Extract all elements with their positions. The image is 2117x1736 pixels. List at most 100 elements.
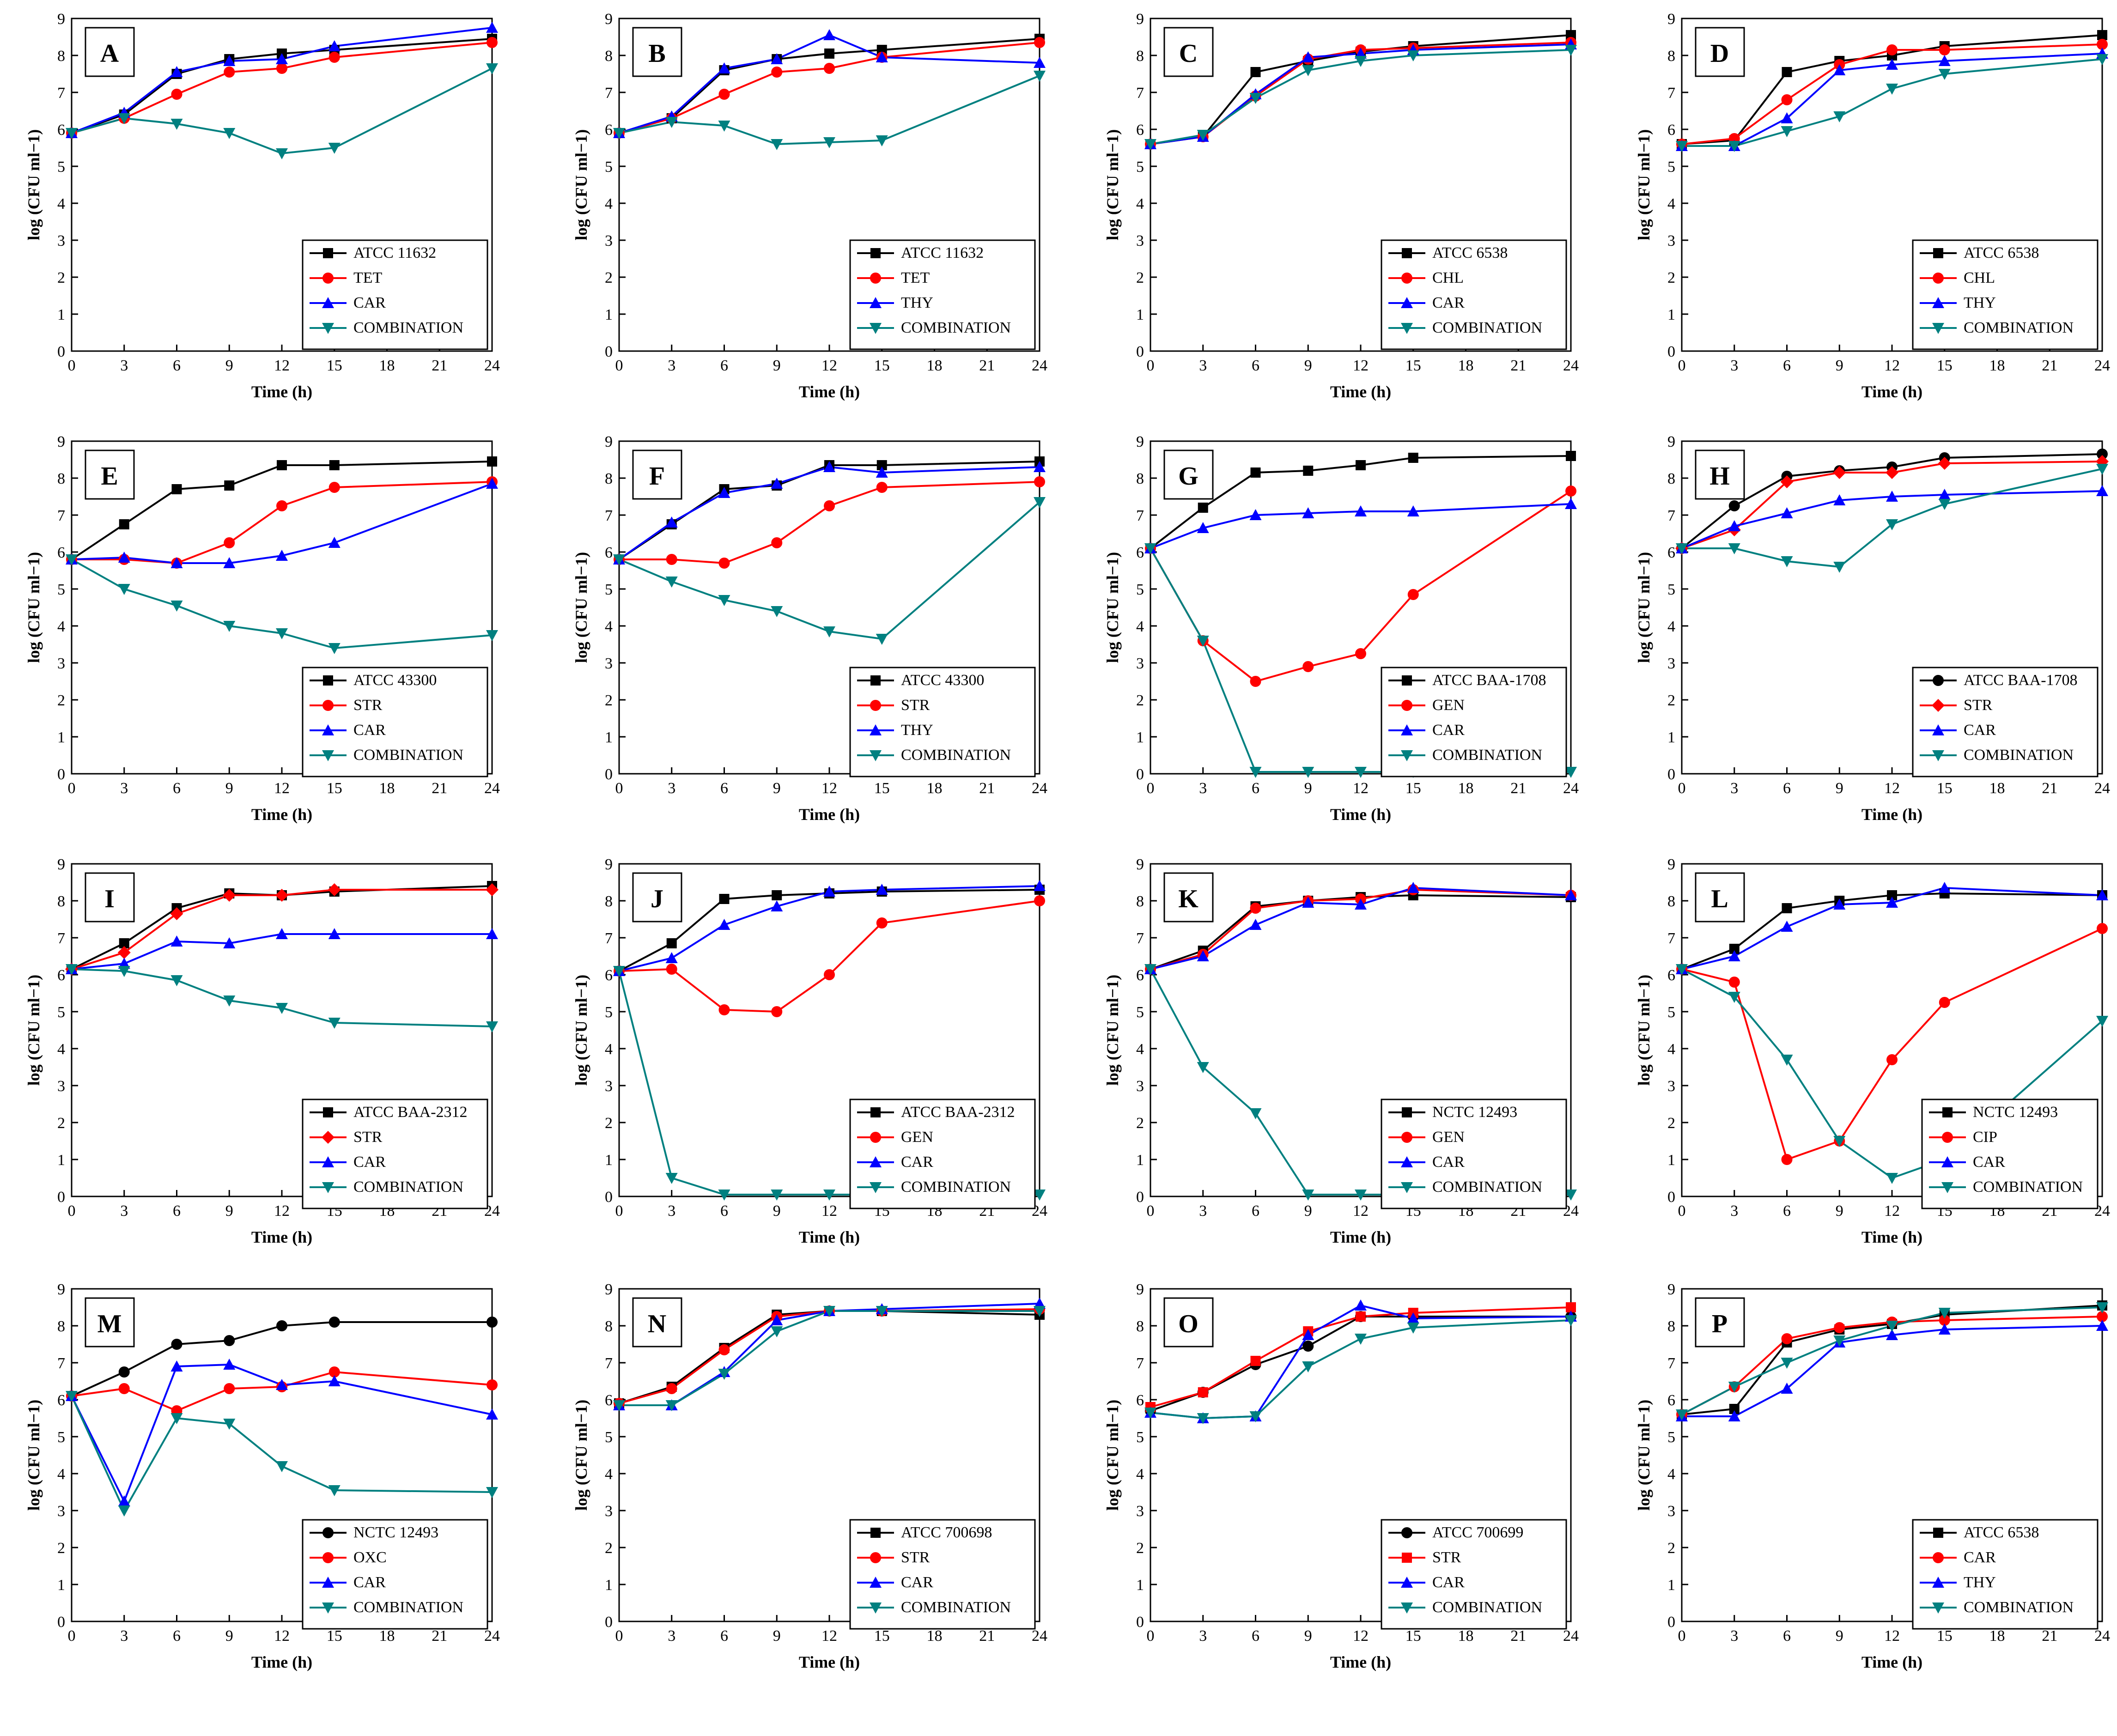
x-tick-label: 3 — [1199, 1627, 1207, 1645]
legend-marker — [322, 1182, 334, 1193]
y-tick-label: 8 — [1136, 893, 1144, 910]
x-tick-label: 12 — [821, 780, 837, 797]
y-tick-label: 6 — [1136, 967, 1144, 984]
legend-marker — [322, 1156, 334, 1167]
data-point — [1565, 1190, 1577, 1201]
y-tick-label: 9 — [605, 433, 613, 450]
data-point — [328, 40, 341, 51]
data-point — [1833, 111, 1846, 122]
x-tick-label: 12 — [1353, 1627, 1369, 1645]
y-axis-title: log (CFU ml−1) — [1635, 975, 1653, 1086]
y-tick-label: 9 — [1136, 11, 1144, 28]
x-tick-label: 12 — [1353, 780, 1369, 797]
x-tick-label: 6 — [720, 1202, 728, 1220]
y-tick-label: 1 — [605, 729, 613, 746]
x-tick-label: 3 — [1730, 1202, 1738, 1220]
data-point — [276, 628, 288, 639]
legend-label: NCTC 12493 — [1973, 1104, 2058, 1121]
data-point — [1565, 889, 1577, 900]
data-point — [1303, 466, 1314, 476]
data-point — [276, 148, 288, 159]
data-point — [2096, 54, 2108, 65]
x-tick-label: 24 — [484, 357, 500, 374]
data-point — [1034, 895, 1045, 906]
data-point — [328, 143, 341, 154]
data-point — [1355, 56, 1367, 67]
data-point — [223, 128, 236, 139]
x-axis-title: Time (h) — [1862, 382, 1922, 401]
data-point — [718, 62, 730, 73]
data-point — [1302, 65, 1314, 76]
data-point — [1565, 486, 1576, 497]
legend-marker — [1402, 675, 1412, 686]
data-point — [771, 900, 783, 911]
x-tick-label: 18 — [927, 357, 943, 374]
panel-letter: H — [1709, 462, 1730, 491]
x-tick-label: 15 — [1405, 780, 1421, 797]
legend-marker — [870, 1182, 882, 1193]
y-axis-title: log (CFU ml−1) — [572, 975, 590, 1086]
y-tick-label: 2 — [57, 692, 65, 709]
data-point — [823, 29, 835, 40]
x-axis-title: Time (h) — [799, 1653, 860, 1671]
x-tick-label: 12 — [274, 780, 290, 797]
data-point — [1781, 1333, 1793, 1344]
legend-label: COMBINATION — [1432, 747, 1542, 764]
legend-marker — [322, 1552, 334, 1563]
panel-letter: I — [104, 885, 115, 913]
data-point — [276, 1461, 288, 1472]
data-point — [613, 128, 625, 139]
y-tick-label: 4 — [1667, 1041, 1675, 1058]
legend-marker — [1401, 1527, 1412, 1538]
x-tick-label: 24 — [2094, 780, 2110, 797]
y-tick-label: 9 — [1667, 11, 1675, 28]
data-point — [170, 1360, 183, 1372]
legend-label: COMBINATION — [353, 747, 463, 764]
y-tick-label: 2 — [605, 1540, 613, 1557]
data-point — [613, 554, 625, 565]
data-point — [1939, 997, 1950, 1008]
x-tick-label: 18 — [379, 357, 395, 374]
x-axis-title: Time (h) — [251, 805, 312, 824]
x-tick-label: 0 — [1147, 780, 1155, 797]
y-tick-label: 9 — [57, 11, 65, 28]
data-point — [1407, 589, 1419, 600]
x-tick-label: 15 — [1405, 1627, 1421, 1645]
x-tick-label: 24 — [2094, 357, 2110, 374]
legend-marker — [1932, 724, 1944, 735]
panel-letter-box — [1695, 449, 1745, 500]
data-point — [275, 889, 288, 902]
x-tick-label: 6 — [1252, 1627, 1259, 1645]
data-point — [1938, 1308, 1951, 1319]
legend — [1912, 239, 2099, 350]
y-tick-label: 0 — [605, 1614, 613, 1631]
data-point — [718, 558, 730, 569]
legend-marker — [322, 323, 334, 334]
x-tick-label: 3 — [120, 1202, 128, 1220]
data-point — [119, 938, 129, 948]
data-point — [719, 894, 730, 904]
y-axis-title: log (CFU ml−1) — [572, 1400, 590, 1511]
data-point — [1302, 51, 1314, 62]
data-point — [613, 966, 625, 977]
data-point — [170, 935, 183, 947]
y-tick-label: 2 — [1667, 269, 1675, 286]
legend-label: CAR — [353, 722, 386, 739]
legend-marker — [1401, 323, 1413, 334]
x-tick-label: 15 — [1937, 357, 1953, 374]
x-tick-label: 12 — [821, 1627, 837, 1645]
x-tick-label: 6 — [1783, 357, 1791, 374]
series-line-combination — [619, 501, 1040, 640]
y-tick-label: 3 — [605, 232, 613, 249]
y-tick-label: 1 — [57, 1152, 65, 1169]
data-point — [1833, 1136, 1846, 1147]
x-tick-label: 6 — [1252, 780, 1259, 797]
legend-label: COMBINATION — [1432, 1178, 1542, 1196]
y-tick-label: 2 — [605, 692, 613, 709]
y-tick-label: 7 — [57, 507, 65, 524]
